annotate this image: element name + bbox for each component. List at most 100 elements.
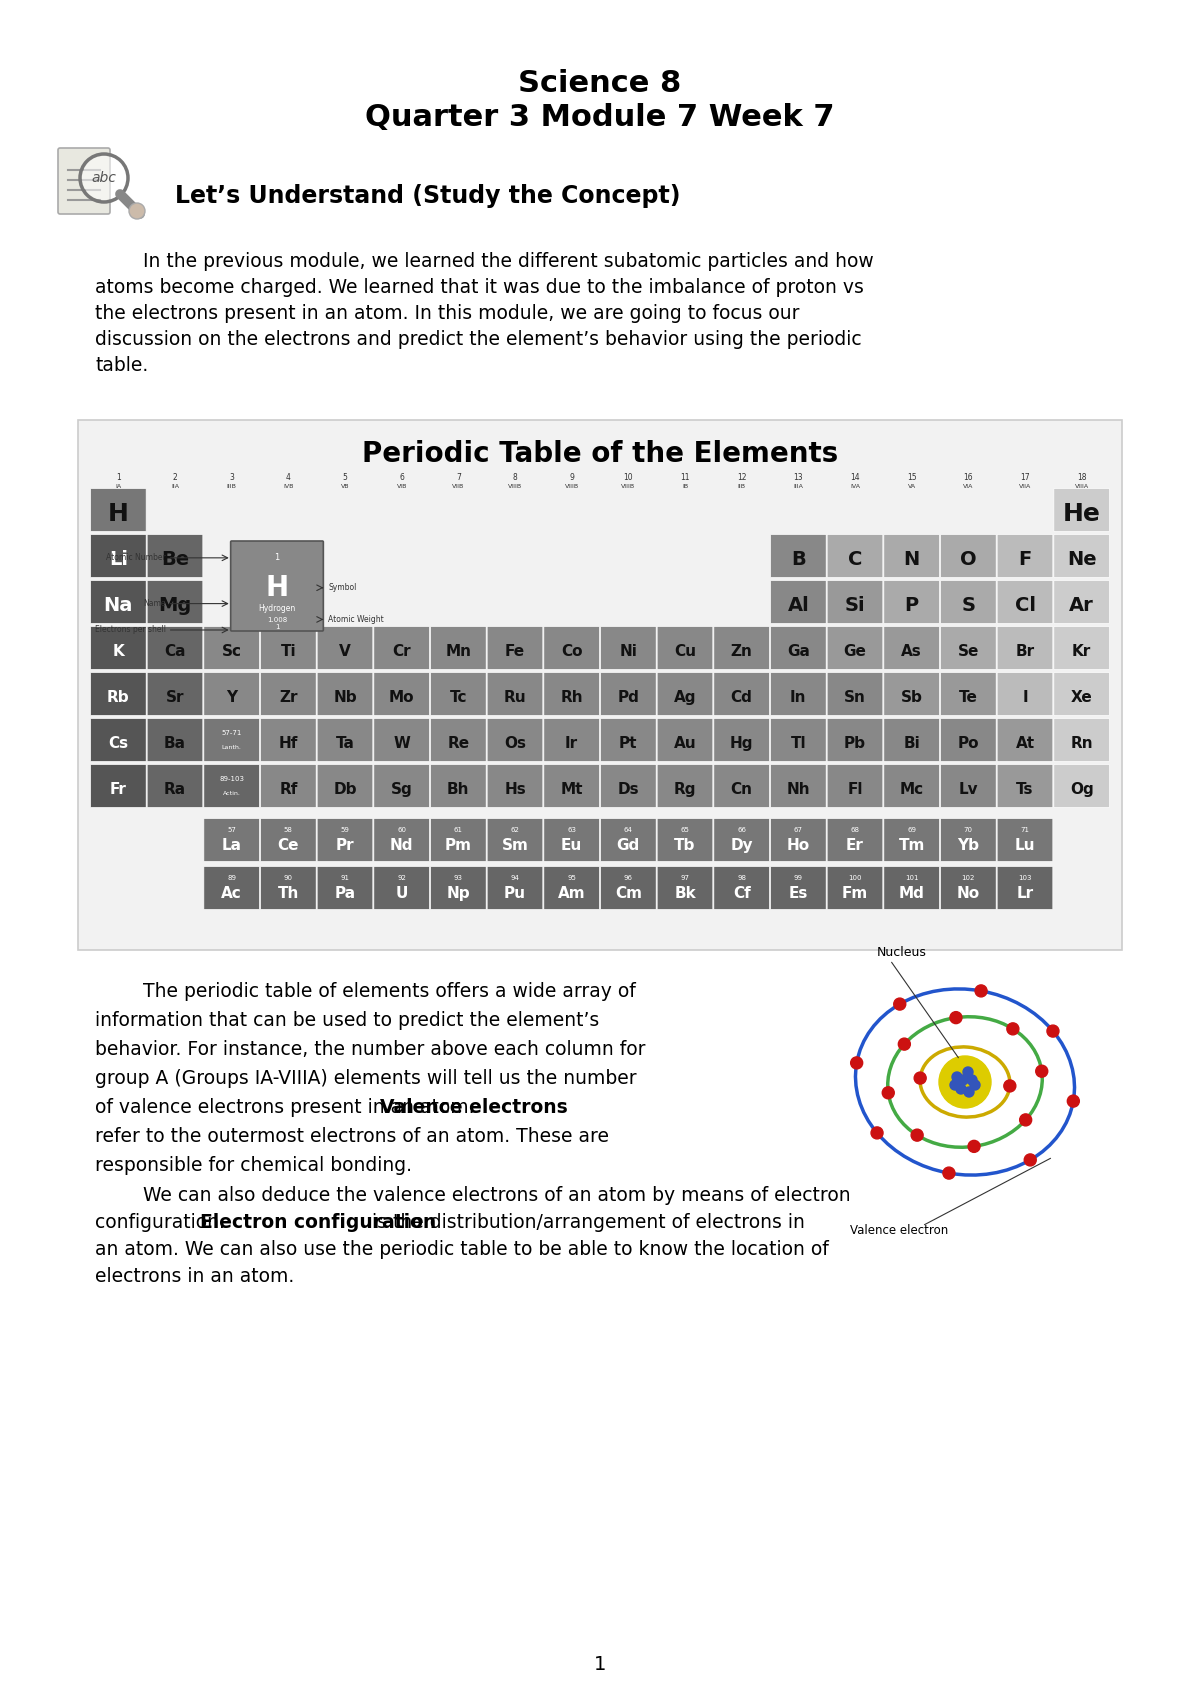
Text: the electrons present in an atom. In this module, we are going to focus our: the electrons present in an atom. In thi… — [95, 304, 799, 322]
Text: Br: Br — [1015, 645, 1034, 658]
Text: 14: 14 — [850, 473, 860, 482]
FancyBboxPatch shape — [997, 867, 1052, 910]
Text: Ca: Ca — [164, 645, 186, 658]
Text: Mc: Mc — [900, 782, 924, 798]
Text: Nb: Nb — [334, 691, 356, 704]
Text: Cd: Cd — [731, 691, 752, 704]
FancyBboxPatch shape — [374, 718, 430, 762]
FancyBboxPatch shape — [1054, 535, 1110, 577]
FancyBboxPatch shape — [487, 718, 542, 762]
Text: Rf: Rf — [280, 782, 298, 798]
Circle shape — [899, 1039, 911, 1050]
Circle shape — [1067, 1095, 1079, 1106]
Text: Mt: Mt — [560, 782, 583, 798]
Text: I: I — [1022, 691, 1028, 704]
FancyBboxPatch shape — [827, 580, 883, 623]
Text: 2: 2 — [173, 473, 178, 482]
FancyBboxPatch shape — [204, 818, 259, 862]
Text: 57: 57 — [227, 828, 236, 833]
Text: 57-71: 57-71 — [222, 730, 242, 736]
Text: Ti: Ti — [281, 645, 296, 658]
Text: 62: 62 — [510, 828, 520, 833]
Text: 100: 100 — [848, 876, 862, 881]
Text: 70: 70 — [964, 828, 973, 833]
Text: Symbol: Symbol — [329, 584, 356, 592]
Text: 68: 68 — [851, 828, 859, 833]
Circle shape — [970, 1079, 980, 1089]
Text: Valence electron: Valence electron — [850, 1224, 948, 1237]
FancyBboxPatch shape — [317, 626, 373, 670]
Text: As: As — [901, 645, 922, 658]
FancyBboxPatch shape — [374, 867, 430, 910]
Text: of valence electrons present in an atom.: of valence electrons present in an atom. — [95, 1098, 480, 1117]
FancyBboxPatch shape — [544, 626, 600, 670]
Text: 1: 1 — [594, 1656, 606, 1675]
Text: Es: Es — [788, 886, 808, 901]
Text: Fm: Fm — [842, 886, 868, 901]
Text: 98: 98 — [737, 876, 746, 881]
Text: Cs: Cs — [108, 736, 128, 752]
Text: 59: 59 — [341, 828, 349, 833]
FancyBboxPatch shape — [658, 626, 713, 670]
FancyBboxPatch shape — [544, 818, 600, 862]
Text: VIIB: VIIB — [452, 484, 464, 489]
FancyBboxPatch shape — [90, 489, 146, 531]
Text: Sb: Sb — [901, 691, 923, 704]
Text: 4: 4 — [286, 473, 290, 482]
Text: Ni: Ni — [619, 645, 637, 658]
Text: Electrons per shell: Electrons per shell — [95, 626, 166, 635]
Text: Bh: Bh — [448, 782, 469, 798]
FancyBboxPatch shape — [658, 672, 713, 716]
Text: VIA: VIA — [964, 484, 973, 489]
FancyBboxPatch shape — [260, 818, 316, 862]
Text: Og: Og — [1069, 782, 1093, 798]
Circle shape — [1020, 1113, 1032, 1125]
Text: We can also deduce the valence electrons of an atom by means of electron: We can also deduce the valence electrons… — [95, 1186, 851, 1205]
FancyBboxPatch shape — [90, 626, 146, 670]
FancyBboxPatch shape — [997, 626, 1052, 670]
Text: No: No — [956, 886, 980, 901]
Text: discussion on the electrons and predict the element’s behavior using the periodi: discussion on the electrons and predict … — [95, 329, 862, 350]
Text: 10: 10 — [624, 473, 634, 482]
Text: Pd: Pd — [617, 691, 640, 704]
Text: VIIIB: VIIIB — [565, 484, 578, 489]
Circle shape — [82, 156, 126, 200]
Circle shape — [964, 1067, 973, 1078]
Text: Lanth.: Lanth. — [222, 745, 241, 750]
Circle shape — [851, 1057, 863, 1069]
Text: Zn: Zn — [731, 645, 752, 658]
Circle shape — [956, 1084, 966, 1095]
FancyBboxPatch shape — [827, 626, 883, 670]
FancyBboxPatch shape — [600, 765, 656, 808]
Text: Actin.: Actin. — [223, 791, 241, 796]
FancyBboxPatch shape — [997, 718, 1052, 762]
FancyBboxPatch shape — [431, 672, 486, 716]
Text: responsible for chemical bonding.: responsible for chemical bonding. — [95, 1156, 412, 1174]
FancyBboxPatch shape — [941, 580, 996, 623]
Text: 1.008: 1.008 — [266, 618, 287, 623]
Text: Mn: Mn — [445, 645, 472, 658]
Text: Cf: Cf — [733, 886, 750, 901]
FancyBboxPatch shape — [770, 818, 826, 862]
FancyBboxPatch shape — [204, 718, 259, 762]
FancyBboxPatch shape — [544, 672, 600, 716]
FancyBboxPatch shape — [544, 718, 600, 762]
Text: 89: 89 — [227, 876, 236, 881]
Text: 9: 9 — [569, 473, 574, 482]
Text: Nh: Nh — [786, 782, 810, 798]
Text: Xe: Xe — [1070, 691, 1092, 704]
FancyBboxPatch shape — [714, 626, 769, 670]
Text: Eu: Eu — [562, 838, 582, 854]
FancyBboxPatch shape — [431, 718, 486, 762]
FancyBboxPatch shape — [260, 672, 316, 716]
Text: At: At — [1015, 736, 1034, 752]
Text: Sg: Sg — [391, 782, 413, 798]
FancyBboxPatch shape — [884, 765, 940, 808]
FancyBboxPatch shape — [997, 818, 1052, 862]
Text: IVB: IVB — [283, 484, 294, 489]
Text: Ir: Ir — [565, 736, 578, 752]
Text: Cl: Cl — [1014, 596, 1036, 614]
FancyBboxPatch shape — [941, 818, 996, 862]
Text: 60: 60 — [397, 828, 406, 833]
Text: 97: 97 — [680, 876, 690, 881]
